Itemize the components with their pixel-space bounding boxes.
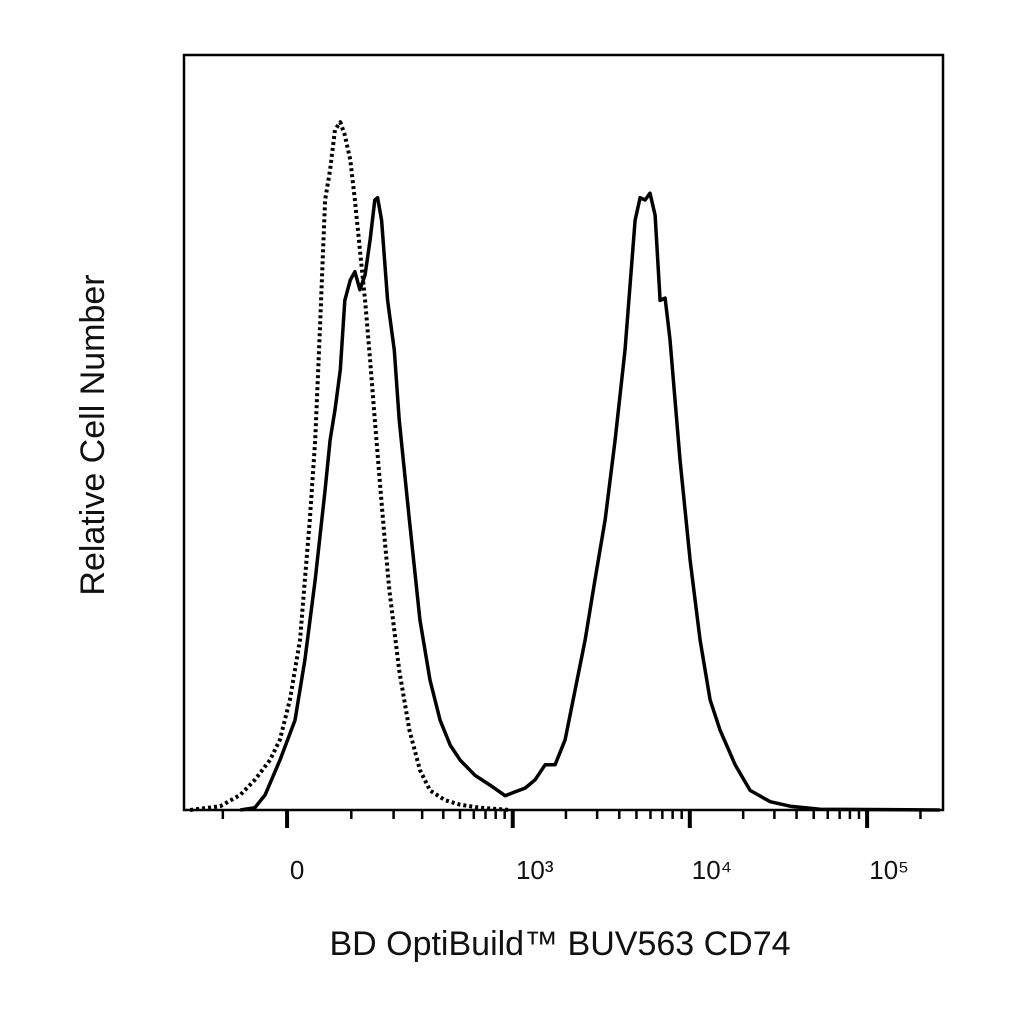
x-tick-label: 10⁵ [869,855,909,885]
x-tick-label: 10⁴ [692,855,732,885]
plot-frame [182,53,945,812]
histogram-curve [189,120,511,812]
x-axis-label: BD OptiBuild™ BUV563 CD74 [329,925,790,963]
y-axis-label: Relative Cell Number [74,274,112,595]
histogram-curve [240,191,940,812]
x-tick-label: 10³ [516,855,554,885]
x-tick-label: 0 [290,855,304,885]
